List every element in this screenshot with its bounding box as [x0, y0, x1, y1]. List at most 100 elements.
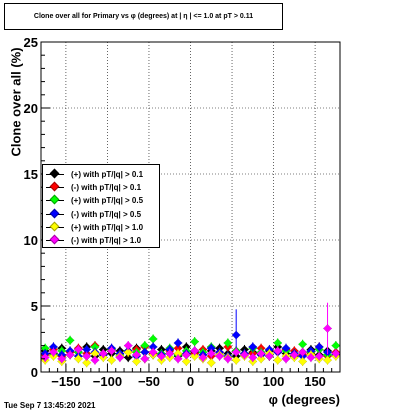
- data-point-marker: [190, 337, 200, 347]
- legend-label: (-) with pT/|q| > 0.1: [71, 183, 142, 193]
- data-point-marker: [231, 330, 241, 340]
- chart-title: Clone over all for Primary vs φ (degrees…: [4, 3, 283, 30]
- legend-label: (-) with pT/|q| > 0.5: [71, 209, 142, 219]
- data-point-marker: [181, 350, 191, 360]
- legend-item: (+) with pT/|q| > 1.0: [43, 221, 159, 234]
- axis-tick-labels: −150 −100 −50 0 50 100 150 0 5 10 15 20 25: [24, 35, 326, 389]
- legend-item: (-) with pT/|q| > 0.1: [43, 181, 159, 194]
- x-tick-label: 50: [225, 374, 239, 389]
- data-point-marker: [256, 348, 266, 359]
- data-point-marker: [115, 352, 125, 363]
- data-point-marker: [264, 351, 274, 361]
- legend-item: (+) with pT/|q| > 0.5: [43, 194, 159, 207]
- legend-marker: [49, 221, 60, 232]
- data-point-marker: [239, 350, 250, 360]
- data-point-marker: [306, 352, 316, 363]
- legend-marker: [49, 234, 60, 245]
- data-point-marker: [273, 355, 283, 365]
- x-tick-label: −150: [51, 374, 80, 389]
- legend-item: (-) with pT/|q| > 0.5: [43, 208, 159, 221]
- legend-label: (+) with pT/|q| > 1.0: [71, 222, 144, 232]
- data-point-marker: [314, 351, 324, 361]
- legend-marker: [49, 194, 60, 205]
- data-point-marker: [190, 351, 200, 361]
- data-point-marker: [73, 345, 83, 355]
- data-point-marker: [57, 354, 67, 364]
- data-point-marker: [82, 358, 92, 368]
- data-point-marker: [123, 352, 133, 363]
- data-point-marker: [107, 355, 117, 365]
- y-tick-label: 20: [24, 101, 38, 116]
- y-tick-label: 0: [31, 365, 38, 380]
- data-point-marker: [173, 338, 183, 348]
- legend: (+) with pT/|q| > 0.1 (-) with pT/|q| > 0…: [42, 164, 160, 248]
- y-tick-label: 25: [24, 35, 38, 50]
- data-point-marker: [231, 347, 241, 357]
- legend-marker: [49, 208, 60, 219]
- data-point-marker: [248, 342, 258, 352]
- data-point-marker: [215, 351, 225, 361]
- x-tick-label: −100: [93, 374, 122, 389]
- data-point-marker: [298, 339, 308, 349]
- data-point-marker: [298, 356, 308, 366]
- legend-item: (-) with pT/|q| > 1.0: [43, 234, 159, 247]
- data-point-marker: [73, 354, 83, 364]
- data-point-marker: [131, 356, 142, 366]
- y-tick-label: 10: [24, 233, 38, 248]
- x-tick-label: 0: [187, 374, 194, 389]
- y-tick-label: 15: [24, 167, 38, 182]
- x-tick-label: 150: [304, 374, 326, 389]
- data-point-marker: [173, 354, 183, 364]
- data-point-marker: [206, 358, 216, 368]
- data-point-marker: [248, 352, 258, 363]
- data-point-marker: [322, 355, 333, 365]
- data-point-marker: [190, 346, 200, 356]
- legend-label: (-) with pT/|q| > 1.0: [71, 236, 142, 245]
- data-point-marker: [314, 342, 324, 352]
- data-point-marker: [90, 355, 100, 365]
- legend-marker: [49, 181, 60, 192]
- data-point-marker: [322, 323, 333, 333]
- data-point-marker: [123, 341, 133, 351]
- data-point-marker: [148, 334, 158, 344]
- data-point-marker: [206, 348, 216, 359]
- data-point-marker: [148, 347, 158, 357]
- data-point-marker: [273, 346, 283, 356]
- data-point-marker: [82, 351, 92, 361]
- data-point-marker: [107, 346, 117, 356]
- data-point-marker: [223, 338, 233, 348]
- data-point-marker: [281, 354, 291, 364]
- data-point-marker: [181, 356, 191, 366]
- y-axis-label: Clone over all (%): [8, 47, 24, 157]
- data-point-marker: [331, 341, 341, 351]
- legend-label: (+) with pT/|q| > 0.5: [71, 196, 144, 206]
- data-point-marker: [198, 352, 208, 363]
- timestamp-footer: Tue Sep 7 13:45:20 2021: [4, 401, 96, 410]
- data-point-marker: [65, 335, 75, 345]
- data-point-marker: [65, 350, 75, 360]
- data-points: [40, 302, 341, 368]
- data-point-marker: [40, 352, 50, 363]
- data-point-marker: [223, 354, 233, 364]
- legend-marker: [49, 168, 60, 179]
- data-point-marker: [98, 348, 108, 359]
- data-point-marker: [140, 354, 150, 364]
- data-point-marker: [298, 347, 308, 357]
- data-point-marker: [123, 347, 133, 357]
- data-point-marker: [231, 355, 241, 365]
- legend-label: (+) with pT/|q| > 0.1: [71, 170, 144, 179]
- data-point-marker: [48, 347, 59, 357]
- data-point-marker: [165, 348, 175, 359]
- legend-item: (+) with pT/|q| > 0.1: [43, 168, 159, 181]
- x-axis-label: φ (degrees): [268, 392, 340, 407]
- series-6: [40, 302, 341, 365]
- data-point-marker: [289, 350, 299, 360]
- x-tick-label: −50: [138, 374, 160, 389]
- data-point-marker: [256, 354, 266, 364]
- y-tick-label: 5: [31, 299, 38, 314]
- data-point-marker: [331, 348, 341, 359]
- data-point-marker: [156, 351, 166, 361]
- data-point-marker: [131, 350, 142, 360]
- x-tick-label: 100: [263, 374, 285, 389]
